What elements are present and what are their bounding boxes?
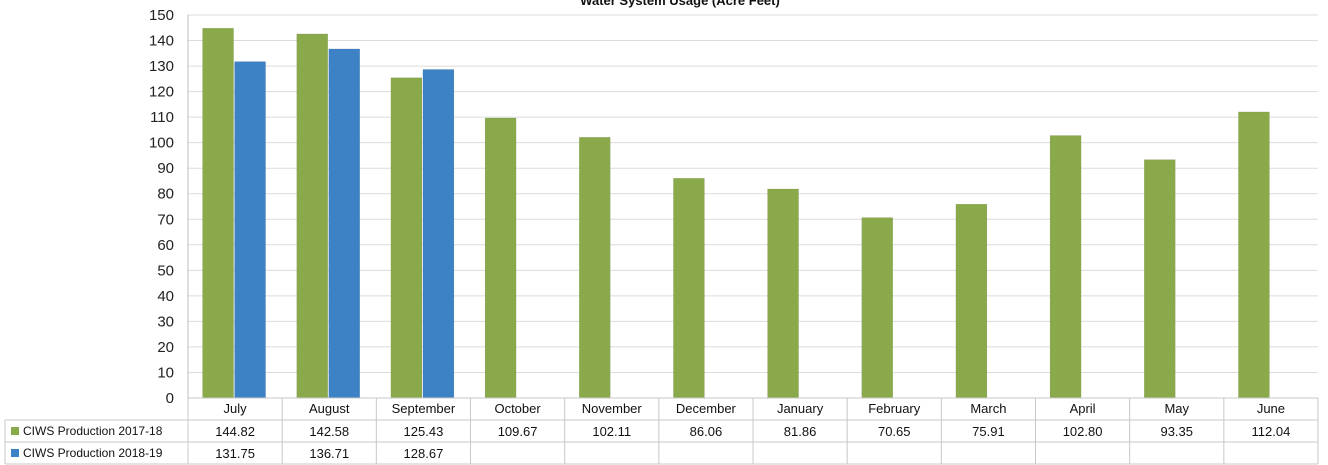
bar-production-2017-18 (296, 33, 328, 399)
y-tick-label: 40 (157, 288, 174, 305)
data-value: 125.43 (404, 424, 444, 439)
data-value: 93.35 (1160, 424, 1193, 439)
bar-production-2017-18 (484, 117, 517, 399)
legend-swatch (11, 449, 19, 457)
bar-production-2018-19 (422, 69, 455, 399)
bar-production-2017-18 (579, 137, 611, 399)
data-value: 144.82 (215, 424, 255, 439)
bar-production-2017-18 (1238, 111, 1270, 399)
bar-production-2017-18 (1144, 159, 1176, 399)
y-tick-label: 100 (149, 135, 174, 152)
legend-swatch (11, 427, 19, 435)
y-tick-label: 90 (157, 160, 174, 177)
bar-production-2017-18 (390, 77, 423, 399)
data-value: 128.67 (404, 446, 444, 461)
y-tick-label: 60 (157, 237, 174, 254)
bar-production-2017-18 (202, 27, 234, 399)
category-label: July (224, 401, 248, 416)
data-value: 102.80 (1063, 424, 1103, 439)
data-value: 112.04 (1252, 424, 1291, 439)
bar-production-2017-18 (1049, 135, 1082, 399)
bar-production-2018-19 (234, 61, 266, 399)
category-label: January (777, 401, 824, 416)
bar-production-2017-18 (673, 178, 705, 399)
y-tick-label: 10 (157, 364, 174, 381)
category-label: May (1164, 401, 1189, 416)
category-label: June (1257, 401, 1285, 416)
data-value: 70.65 (878, 424, 911, 439)
bar-production-2017-18 (767, 188, 799, 399)
data-value: 102.11 (592, 424, 631, 439)
data-value: 109.67 (498, 424, 538, 439)
bar-production-2017-18 (955, 203, 988, 399)
y-tick-label: 70 (157, 211, 174, 228)
gridlines (188, 14, 1318, 399)
category-label: October (494, 401, 541, 416)
y-tick-label: 30 (157, 313, 174, 330)
y-tick-label: 50 (157, 262, 174, 279)
category-label: August (309, 401, 350, 416)
y-tick-label: 150 (149, 7, 174, 24)
y-tick-label: 80 (157, 186, 174, 203)
data-value: 75.91 (972, 424, 1005, 439)
data-value: 86.06 (690, 424, 723, 439)
chart-title: Water System Usage (Acre Feet) (580, 0, 780, 8)
bars (202, 27, 1270, 399)
legend-entry: CIWS Production 2017-18 (23, 424, 163, 438)
y-tick-label: 110 (150, 109, 174, 126)
legend-entry: CIWS Production 2018-19 (23, 446, 163, 460)
category-label: April (1070, 401, 1096, 416)
y-axis: 0 10 20 30 40 50 60 70 80 90 100 110 120 130 140 150 (149, 7, 189, 407)
category-label: September (392, 401, 456, 416)
y-tick-label: 130 (149, 58, 174, 75)
y-tick-label: 120 (149, 84, 174, 101)
bar-production-2018-19 (328, 48, 360, 399)
category-label: December (676, 401, 737, 416)
y-tick-label: 0 (166, 390, 174, 407)
data-value: 142.58 (309, 424, 349, 439)
bar-production-2017-18 (861, 217, 893, 399)
data-value: 131.75 (215, 446, 255, 461)
y-tick-label: 140 (149, 33, 174, 50)
data-table: July August September October November Decemb… (4, 397, 1319, 465)
data-value: 81.86 (784, 424, 817, 439)
category-label: February (868, 401, 921, 416)
category-label: March (970, 401, 1006, 416)
data-value: 136.71 (309, 446, 349, 461)
category-label: November (582, 401, 643, 416)
y-tick-label: 20 (157, 339, 174, 356)
